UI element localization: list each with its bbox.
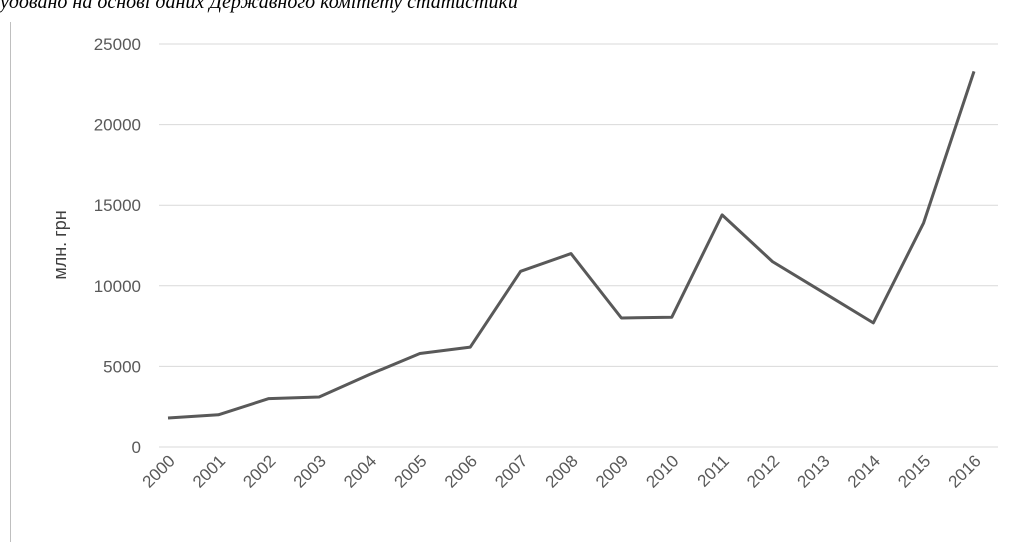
y-axis-title: млн. грн [50,210,70,279]
x-tick-label: 2008 [542,451,582,491]
x-tick-label: 2005 [391,451,431,491]
chart-frame [10,22,1013,542]
x-tick-label: 2007 [491,451,531,491]
x-tick-label: 2009 [592,451,632,491]
x-tick-label: 2015 [894,451,934,491]
x-tick-label: 2000 [139,451,179,491]
x-tick-label: 2013 [794,451,834,491]
y-tick-label: 0 [132,438,141,457]
x-tick-label: 2006 [441,451,481,491]
series-line [167,70,976,420]
y-tick-label: 20000 [94,116,141,135]
x-tick-label: 2010 [642,451,682,491]
y-tick-label: 25000 [94,35,141,54]
y-tick-label: 10000 [94,277,141,296]
x-tick-labels: 2000 2001 2002 2003 2004 2005 2006 2007 2008 2009… [139,451,985,491]
y-tick-label: 5000 [103,357,141,376]
gridlines [159,43,998,448]
x-tick-label: 2001 [189,451,229,491]
x-tick-label: 2004 [340,451,380,491]
x-tick-label: 2016 [945,451,985,491]
x-tick-label: 2011 [694,451,733,490]
x-tick-label: 2002 [239,451,279,491]
y-tick-label: 15000 [94,196,141,215]
y-tick-labels: 0 5000 10000 15000 20000 25000 [94,35,141,457]
x-tick-label: 2003 [290,451,330,491]
x-tick-label: 2014 [844,451,884,491]
figure-caption: удовано на основі даних Державного коміт… [0,0,518,13]
x-tick-label: 2012 [743,451,783,491]
